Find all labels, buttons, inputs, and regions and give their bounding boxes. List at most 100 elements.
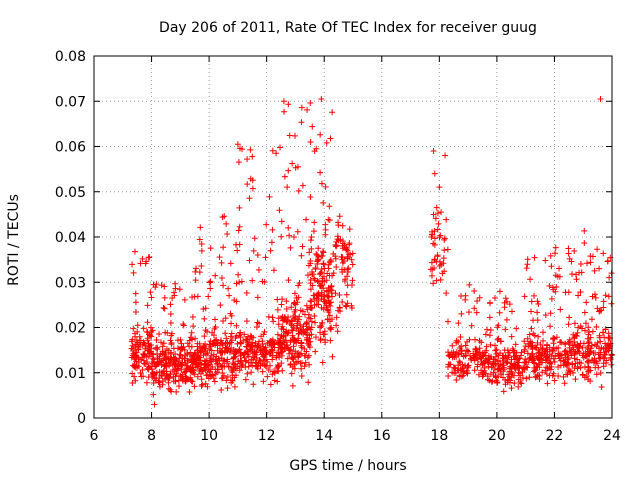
data-point <box>213 336 220 343</box>
data-point <box>308 331 315 338</box>
data-point <box>318 269 325 276</box>
data-point <box>255 342 262 349</box>
data-point <box>289 160 296 167</box>
data-point <box>521 346 528 353</box>
data-point <box>183 362 190 369</box>
data-point <box>315 290 322 297</box>
data-point <box>524 335 531 342</box>
data-point <box>303 319 310 326</box>
data-point <box>509 345 516 352</box>
data-point <box>553 283 560 290</box>
data-point <box>179 361 186 368</box>
data-point <box>198 348 205 355</box>
data-point <box>513 325 520 332</box>
data-point <box>462 342 469 349</box>
data-point <box>474 363 481 370</box>
data-point <box>343 291 350 298</box>
data-point <box>290 324 297 331</box>
data-point <box>320 260 327 267</box>
data-point <box>581 374 588 381</box>
data-point <box>431 235 438 242</box>
data-point <box>158 372 165 379</box>
data-point <box>596 265 603 272</box>
data-point <box>291 315 298 322</box>
data-point <box>258 333 265 340</box>
data-point <box>278 349 285 356</box>
data-point <box>301 345 308 352</box>
data-point <box>218 259 225 266</box>
data-point <box>171 361 178 368</box>
data-point <box>323 139 330 146</box>
data-point <box>299 243 306 250</box>
data-point <box>198 262 205 269</box>
data-point <box>245 348 252 355</box>
data-point <box>243 343 250 350</box>
data-point <box>175 383 182 390</box>
data-point <box>344 266 351 273</box>
data-point <box>493 377 500 384</box>
data-point <box>333 322 340 329</box>
data-point <box>212 356 219 363</box>
data-point <box>510 347 517 354</box>
data-point <box>246 195 253 202</box>
data-point <box>304 272 311 279</box>
data-point <box>142 342 149 349</box>
data-point <box>322 231 329 238</box>
data-point <box>218 363 225 370</box>
data-point <box>187 334 194 341</box>
data-point <box>335 222 342 229</box>
data-point <box>600 304 607 311</box>
data-point <box>297 321 304 328</box>
data-point <box>277 144 284 151</box>
data-point <box>344 273 351 280</box>
data-point <box>458 310 465 317</box>
data-point <box>546 282 553 289</box>
data-point <box>327 135 334 142</box>
data-point <box>508 385 515 392</box>
data-point <box>201 333 208 340</box>
data-point <box>319 277 326 284</box>
data-point <box>200 306 207 313</box>
data-point <box>442 152 449 159</box>
data-point <box>592 294 599 301</box>
data-point <box>132 308 139 315</box>
data-point <box>186 389 193 396</box>
data-point <box>515 369 522 376</box>
data-point <box>286 232 293 239</box>
data-point <box>465 362 472 369</box>
data-point <box>553 334 560 341</box>
data-point <box>320 249 327 256</box>
data-point <box>457 334 464 341</box>
data-point <box>223 335 230 342</box>
data-point <box>327 337 334 344</box>
data-point <box>250 381 257 388</box>
data-point <box>309 123 316 130</box>
data-point <box>586 338 593 345</box>
data-point <box>227 377 234 384</box>
data-point <box>198 240 205 247</box>
data-point <box>318 293 325 300</box>
data-point <box>151 401 158 408</box>
data-point <box>584 358 591 365</box>
data-point <box>293 339 300 346</box>
data-point <box>564 371 571 378</box>
data-point <box>584 335 591 342</box>
data-point <box>518 380 525 387</box>
data-point <box>192 277 199 284</box>
data-point <box>431 228 438 235</box>
data-point <box>587 259 594 266</box>
data-point <box>202 380 209 387</box>
data-point <box>323 287 330 294</box>
data-point <box>494 336 501 343</box>
data-point <box>130 325 137 332</box>
data-point <box>160 340 167 347</box>
data-point <box>287 244 294 251</box>
data-point <box>493 351 500 358</box>
data-point <box>212 316 219 323</box>
data-point <box>259 360 266 367</box>
data-point <box>217 339 224 346</box>
data-point <box>320 199 327 206</box>
x-axis-label: GPS time / hours <box>289 458 406 474</box>
data-point <box>244 156 251 163</box>
